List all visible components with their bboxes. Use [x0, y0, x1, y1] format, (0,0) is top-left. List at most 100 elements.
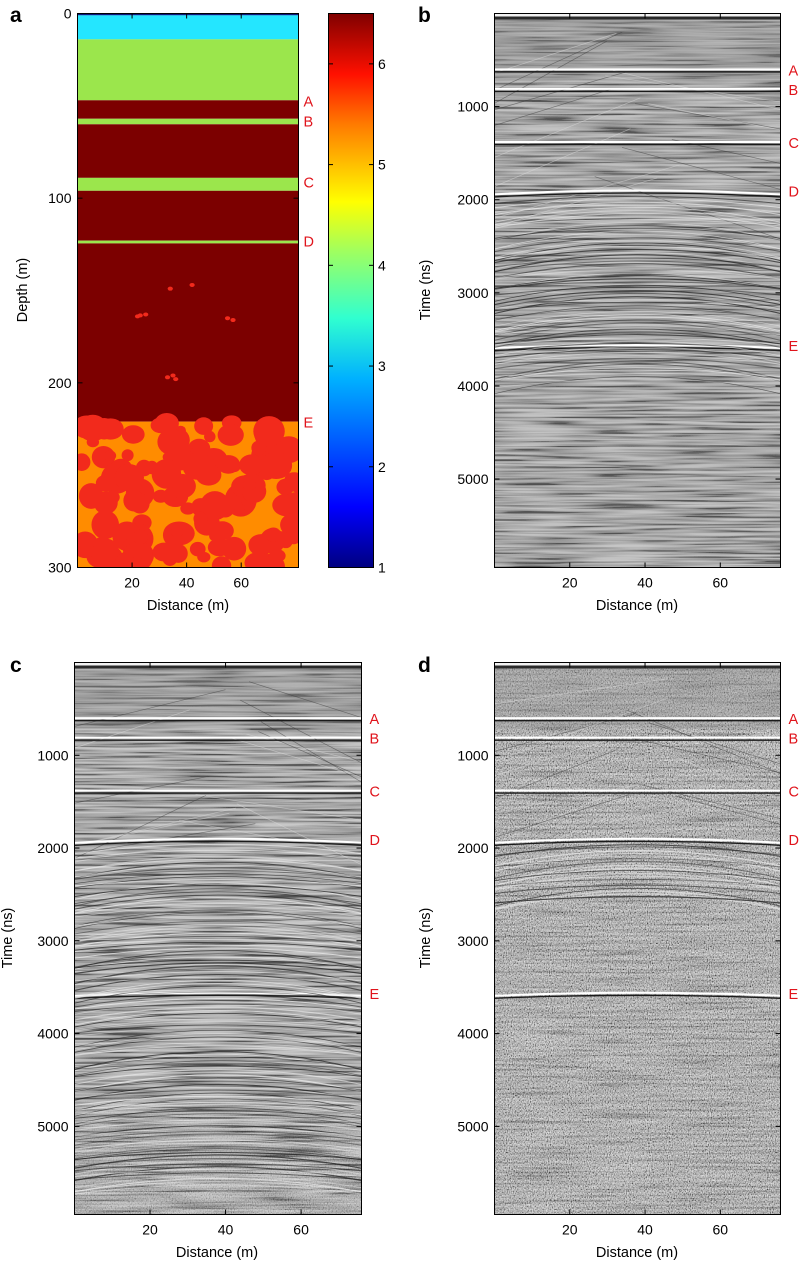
layer-streak: [74, 1068, 362, 1086]
layer-streak: [494, 234, 781, 250]
layer-streak: [494, 858, 781, 868]
layer-streak: [74, 861, 362, 879]
layer-streak: [494, 206, 781, 223]
inclusion: [194, 417, 214, 435]
layer-streak: [494, 230, 781, 250]
diffraction: [494, 794, 630, 838]
y-axis-ticks-c: 1000 2000 3000 4000 5000: [37, 747, 362, 1134]
layer-streak: [74, 959, 362, 969]
layer-annotation: B: [304, 115, 314, 131]
layer-streak: [494, 376, 781, 395]
plot-frame-d: [494, 662, 781, 1215]
layer-streak: [494, 195, 781, 205]
layer-streak: [74, 915, 362, 927]
x-tick-label: 60: [293, 1222, 309, 1238]
layer-streak: [74, 1148, 362, 1161]
layer-streak: [74, 1184, 362, 1195]
colorbar-tick-label: 5: [378, 157, 386, 173]
layer-streak: [74, 1107, 362, 1125]
layer-streak: [494, 888, 781, 907]
diffraction: [494, 31, 623, 91]
layer-streak: [74, 1142, 362, 1153]
diffraction: [648, 103, 781, 131]
layer-streak: [494, 296, 781, 315]
radargram-c: [74, 662, 362, 1215]
plot-frame-a: [77, 13, 299, 568]
layer-streak: [494, 221, 781, 241]
layer-streak: [74, 973, 362, 992]
layer-streak: [494, 360, 781, 380]
reflector-annotation: A: [789, 63, 799, 79]
layer-streak: [74, 983, 362, 999]
diffraction: [494, 88, 614, 126]
layer-streak: [74, 1133, 362, 1146]
layer-streak: [74, 1024, 362, 1034]
layer-streak: [74, 1121, 362, 1130]
layer-streak: [74, 1062, 362, 1070]
reflector-shadow: [74, 840, 362, 846]
layer-streak: [494, 878, 781, 887]
model-layer: [77, 124, 299, 178]
layer-streak: [74, 976, 362, 986]
layer-streak: [74, 923, 362, 940]
x-tick-label: 20: [142, 1222, 158, 1238]
diffraction: [494, 32, 617, 74]
upper-zone: [74, 668, 362, 729]
layer-streak: [494, 331, 781, 348]
diffraction: [240, 699, 362, 764]
layer-streak: [74, 1181, 362, 1192]
reflector-annotation: B: [789, 732, 799, 748]
y-tick-label: 1000: [457, 99, 488, 115]
x-tick-label: 20: [562, 575, 578, 591]
reflector-line: [494, 837, 781, 844]
layer-streak: [74, 843, 362, 855]
y-axis-ticks-b: 1000 2000 3000 4000 5000: [457, 99, 781, 487]
y-tick-label: 3000: [37, 933, 68, 949]
radargram-b: [494, 13, 781, 568]
radargram-d: [494, 662, 781, 1215]
colorbar-tick-label: 3: [378, 358, 386, 374]
layer-streak: [494, 254, 781, 273]
layer-streak: [494, 367, 781, 381]
layer-streak: [74, 870, 362, 880]
reflector-annotations-c: AB C D E: [370, 712, 380, 1003]
layer-streak: [494, 251, 781, 270]
y-tick-label: 3000: [457, 285, 488, 301]
reflector-shadow: [494, 840, 781, 846]
layer-streak: [74, 1074, 362, 1093]
layer-streak: [74, 1086, 362, 1099]
inclusion: [121, 425, 145, 444]
layer-streak: [74, 1060, 362, 1077]
reflector-annotation: A: [370, 712, 380, 728]
plot-frame-b: [494, 13, 781, 568]
layer-streak: [74, 917, 362, 926]
layer-streak: [74, 938, 362, 948]
y-tick-label: 5000: [457, 1118, 488, 1134]
x-axis-label-a: Distance (m): [147, 598, 229, 614]
layer-streak: [494, 292, 781, 309]
layer-streak: [494, 275, 781, 289]
layer-streak: [74, 855, 362, 872]
upper-zone: [494, 668, 781, 729]
inclusion: [182, 453, 215, 480]
colorbar-tick-label: 6: [378, 56, 386, 72]
x-tick-label: 20: [124, 575, 140, 591]
reflector-annotation: C: [789, 785, 799, 801]
layer-streak: [74, 891, 362, 904]
x-tick-label: 60: [233, 575, 249, 591]
layer-streak: [74, 994, 362, 1008]
inclusion: [133, 529, 148, 545]
y-tick-label: 1000: [457, 747, 488, 763]
layer-streak: [74, 920, 362, 935]
diffraction: [494, 781, 656, 813]
model-layer: [77, 13, 299, 16]
layer-streak: [74, 1018, 362, 1030]
x-axis-label-b: Distance (m): [596, 598, 678, 614]
panel-letter-b: b: [418, 4, 431, 27]
panel-c: c 20 40 60 1000 2000 3000 4000 5000 Distance (…: [0, 654, 380, 1261]
inclusion: [151, 459, 182, 489]
inclusion: [164, 375, 171, 380]
diffraction: [74, 812, 230, 846]
panel-letter-a: a: [10, 4, 22, 27]
reflector-line: [494, 991, 781, 997]
